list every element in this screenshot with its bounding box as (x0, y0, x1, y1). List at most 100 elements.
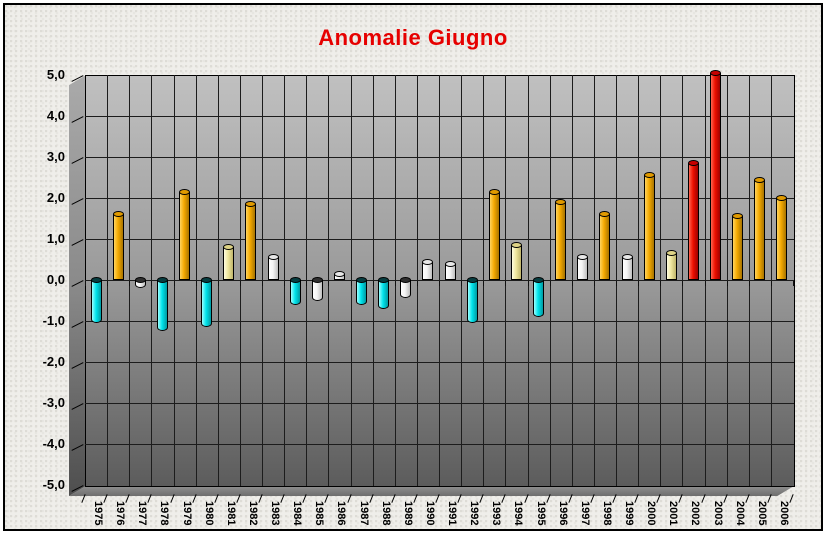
bar-1976-cap (113, 211, 124, 218)
y-axis-label: 2,0 (46, 190, 65, 205)
bar-1975-cap (91, 277, 102, 283)
x-axis-label-1992: 1992 (468, 501, 481, 526)
gridline-v (748, 75, 750, 486)
gridline-v (416, 75, 418, 486)
bar-1986-cap (334, 270, 345, 277)
zero-axis-tick (350, 281, 352, 286)
y-axis-label: -4,0 (42, 436, 65, 451)
y-axis-label: -5,0 (42, 477, 65, 492)
x-axis-label-1983: 1983 (269, 501, 282, 526)
gridline-v (439, 75, 440, 486)
x-axis-label-1985: 1985 (313, 501, 326, 526)
zero-axis-tick (483, 281, 485, 286)
bar-1980-cap (201, 277, 212, 283)
bar-2000-cap (644, 172, 655, 179)
y-axis-label: 5,0 (46, 67, 65, 82)
gridline-v (217, 75, 219, 486)
zero-axis-tick (372, 281, 374, 286)
bar-1976 (113, 214, 124, 280)
bar-2002-cap (688, 160, 699, 167)
gridline-v (571, 75, 573, 486)
bar-1988 (378, 280, 389, 309)
gridline-v (262, 75, 263, 486)
x-axis-label-2005: 2005 (755, 501, 768, 526)
zero-axis-tick (85, 281, 86, 286)
y-axis-label: 1,0 (46, 231, 65, 246)
gridline-v (682, 75, 684, 486)
bar-1978 (157, 280, 168, 332)
zero-axis-tick (549, 281, 551, 286)
gridline-v (372, 75, 374, 486)
gridline-v (660, 75, 662, 486)
zero-axis-tick (616, 281, 617, 286)
x-axis-label-1982: 1982 (246, 501, 259, 526)
x-axis-label-1977: 1977 (136, 501, 149, 526)
x-axis-label-1978: 1978 (158, 501, 171, 526)
zero-axis-tick (748, 281, 750, 286)
bar-1983 (268, 257, 279, 280)
bar-1977-cap (135, 277, 146, 283)
bar-1983-cap (268, 254, 279, 261)
zero-axis-tick (173, 281, 175, 286)
zero-axis-tick (416, 281, 418, 286)
x-axis-label-1994: 1994 (512, 501, 525, 526)
x-axis-label-1980: 1980 (202, 501, 215, 526)
zero-axis-tick (262, 281, 263, 286)
gridline-v (704, 75, 706, 486)
y-axis-label: 4,0 (46, 108, 65, 123)
zero-axis-tick (770, 281, 772, 286)
bar-1990-cap (422, 258, 433, 265)
x-axis-label-1991: 1991 (446, 501, 459, 526)
x-axis-label-1988: 1988 (379, 501, 392, 526)
bar-2000 (644, 175, 655, 280)
bar-1975 (91, 280, 102, 324)
gridline-v (173, 75, 175, 486)
zero-axis-tick (284, 281, 286, 286)
bar-1997 (577, 257, 588, 280)
x-axis-label-1999: 1999 (623, 501, 636, 526)
zero-axis-tick (195, 281, 197, 286)
bar-1993 (489, 191, 500, 280)
gridline-v (527, 75, 529, 486)
bar-1979 (179, 191, 190, 280)
gridline-v (151, 75, 153, 486)
bar-1994-cap (511, 242, 522, 249)
zero-axis-tick (107, 281, 109, 286)
bar-2001 (666, 253, 677, 280)
bar-1982-cap (245, 201, 256, 208)
bar-1985 (312, 280, 323, 301)
zero-axis-tick (571, 281, 573, 286)
y-axis-label: 3,0 (46, 149, 65, 164)
zero-axis-tick (129, 281, 131, 286)
x-axis-label-2003: 2003 (711, 501, 724, 526)
bar-1978-cap (157, 277, 168, 283)
gridline-v (505, 75, 507, 486)
y-axis-label: -2,0 (42, 354, 65, 369)
x-axis-label-1993: 1993 (490, 501, 503, 526)
zero-axis-tick (638, 281, 640, 286)
plot-floor (69, 486, 794, 496)
gridline-v (350, 75, 352, 486)
bar-1999 (622, 257, 633, 280)
bar-1992 (467, 280, 478, 324)
gridline-v (394, 75, 396, 486)
zero-axis-tick (151, 281, 153, 286)
zero-axis-tick (505, 281, 507, 286)
zero-axis-tick (239, 281, 241, 286)
x-axis-label-2002: 2002 (689, 501, 702, 526)
bar-1988-cap (378, 277, 389, 283)
bar-1989-cap (400, 277, 411, 283)
bar-1984-cap (290, 277, 301, 283)
bar-1996-cap (555, 199, 566, 206)
gridline-v (549, 75, 551, 486)
x-axis-label-1989: 1989 (401, 501, 414, 526)
gridline-v (328, 75, 330, 486)
gridline-v (306, 75, 308, 486)
bar-2004-cap (732, 213, 743, 220)
zero-axis-tick (726, 281, 728, 286)
bar-2002 (688, 163, 699, 280)
x-axis-label-1981: 1981 (224, 501, 237, 526)
bar-1982 (245, 204, 256, 280)
gridline-v (593, 75, 595, 486)
